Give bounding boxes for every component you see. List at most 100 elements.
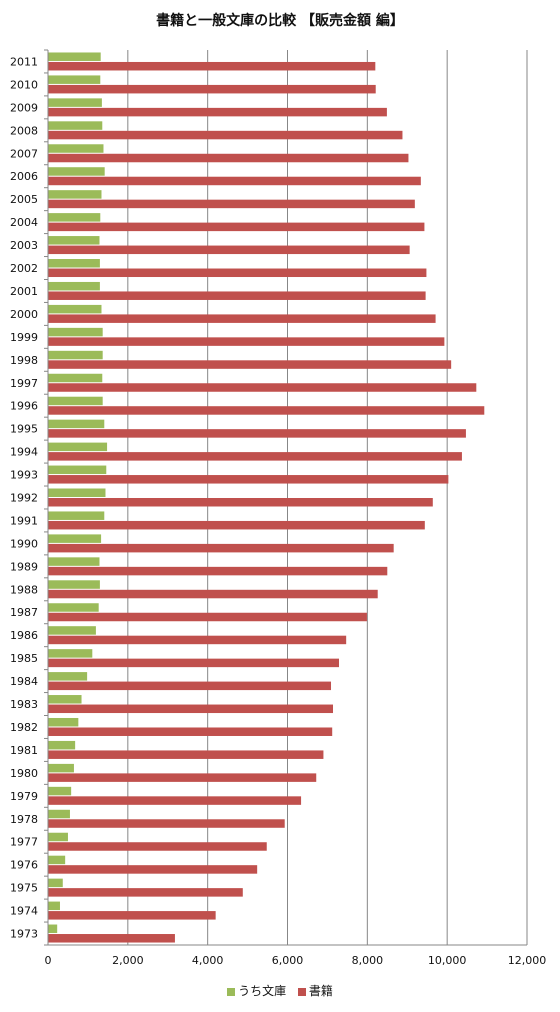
y-tick-label: 1988 (10, 583, 38, 596)
x-tick-label: 4,000 (192, 954, 224, 967)
y-tick-label: 2006 (10, 170, 38, 183)
bar-shoseki-1974 (48, 911, 216, 920)
bar-shoseki-1988 (48, 589, 378, 599)
bar-shoseki-1984 (48, 681, 332, 691)
bar-bunko-1989 (48, 557, 100, 566)
y-tick-label: 1996 (10, 400, 38, 413)
bars (48, 52, 485, 943)
y-tick-label: 2000 (10, 308, 38, 321)
bar-bunko-1985 (48, 649, 93, 658)
y-tick-label: 1999 (10, 331, 38, 344)
bar-bunko-1986 (48, 626, 96, 635)
y-tick-label: 1974 (10, 905, 38, 918)
legend-swatch-bunko (227, 987, 236, 996)
y-tick-label: 1978 (10, 813, 38, 826)
x-tick-label: 8,000 (352, 954, 384, 967)
bar-shoseki-1998 (48, 360, 452, 369)
bar-shoseki-2007 (48, 153, 409, 163)
y-tick-label: 1987 (10, 606, 38, 619)
bar-shoseki-1977 (48, 842, 267, 851)
bar-bunko-1984 (48, 672, 88, 681)
bar-bunko-1973 (48, 924, 58, 934)
bar-bunko-2000 (48, 304, 102, 314)
y-tick-label: 1990 (10, 537, 38, 550)
axes (44, 49, 527, 946)
y-tick-label: 1981 (10, 744, 38, 757)
bar-shoseki-2009 (48, 107, 387, 117)
x-tick-label: 6,000 (272, 954, 304, 967)
bar-bunko-1997 (48, 373, 103, 383)
bar-bunko-2008 (48, 121, 103, 130)
y-tick-label: 1993 (10, 469, 38, 482)
bar-bunko-1998 (48, 350, 103, 360)
bar-shoseki-1992 (48, 498, 433, 507)
tick-labels: 0 2,000 4,000 6,000 8,000 10,000 12,000 2011 201… (10, 55, 546, 967)
x-tick-label: 12,000 (508, 954, 547, 967)
bar-bunko-1996 (48, 396, 103, 406)
bar-bunko-1999 (48, 327, 103, 337)
y-tick-label: 2004 (10, 216, 38, 229)
legend-label-bunko: うち文庫 (238, 984, 287, 998)
y-tick-label: 1985 (10, 652, 38, 665)
y-tick-label: 1997 (10, 377, 38, 390)
legend-item-bunko: うち文庫 (227, 982, 286, 999)
gridlines (127, 50, 528, 945)
bar-bunko-1990 (48, 534, 102, 543)
bar-shoseki-1983 (48, 704, 334, 714)
bar-shoseki-1979 (48, 796, 302, 805)
y-tick-label: 1975 (10, 882, 38, 895)
bar-bunko-1992 (48, 488, 106, 497)
y-tick-label: 1989 (10, 560, 38, 573)
bar-shoseki-1975 (48, 888, 243, 897)
bar-bunko-1977 (48, 832, 68, 842)
bar-bunko-1982 (48, 717, 79, 727)
bar-bunko-2005 (48, 190, 102, 199)
bar-shoseki-1989 (48, 566, 388, 576)
y-tick-label: 1984 (10, 675, 38, 688)
bar-shoseki-1978 (48, 819, 285, 828)
bar-shoseki-1994 (48, 452, 462, 461)
bar-shoseki-2008 (48, 130, 403, 140)
bar-bunko-2003 (48, 236, 100, 245)
bar-shoseki-2003 (48, 245, 410, 255)
bar-shoseki-1995 (48, 429, 466, 438)
y-tick-label: 1982 (10, 721, 38, 734)
y-tick-label: 1995 (10, 423, 38, 436)
y-tick-label: 2007 (10, 147, 38, 160)
bar-shoseki-1982 (48, 727, 333, 736)
bar-shoseki-1990 (48, 543, 394, 553)
y-tick-label: 2001 (10, 285, 38, 298)
bar-shoseki-2000 (48, 314, 436, 323)
bar-chart: 0 2,000 4,000 6,000 8,000 10,000 12,000 2011 201… (10, 49, 546, 967)
x-tick-label: 0 (45, 954, 52, 967)
bar-bunko-2004 (48, 213, 101, 222)
legend-swatch-shoseki (297, 987, 306, 996)
bar-bunko-1976 (48, 855, 66, 865)
bar-shoseki-2004 (48, 222, 425, 232)
y-tick-label: 1986 (10, 629, 38, 642)
bar-bunko-2007 (48, 144, 104, 153)
bar-bunko-1980 (48, 763, 74, 773)
bar-shoseki-1976 (48, 865, 258, 874)
bar-shoseki-1997 (48, 383, 477, 392)
y-tick-label: 1977 (10, 836, 38, 849)
bar-bunko-2010 (48, 75, 101, 84)
legend: うち文庫 書籍 (0, 982, 560, 999)
bar-shoseki-1993 (48, 475, 449, 484)
y-tick-label: 2003 (10, 239, 38, 252)
bar-bunko-1978 (48, 809, 70, 819)
bar-bunko-1983 (48, 695, 82, 704)
bar-shoseki-1980 (48, 773, 317, 782)
bar-bunko-1993 (48, 465, 107, 475)
bar-shoseki-1996 (48, 406, 485, 415)
x-tick-label: 10,000 (428, 954, 467, 967)
bar-bunko-1994 (48, 442, 108, 452)
bar-shoseki-2010 (48, 84, 376, 94)
bar-shoseki-2006 (48, 176, 421, 186)
bar-bunko-1981 (48, 740, 76, 750)
y-tick-label: 1976 (10, 859, 38, 872)
bar-bunko-2011 (48, 52, 101, 61)
y-tick-label: 2009 (10, 101, 38, 114)
bar-shoseki-2005 (48, 199, 415, 209)
bar-shoseki-1999 (48, 337, 445, 346)
